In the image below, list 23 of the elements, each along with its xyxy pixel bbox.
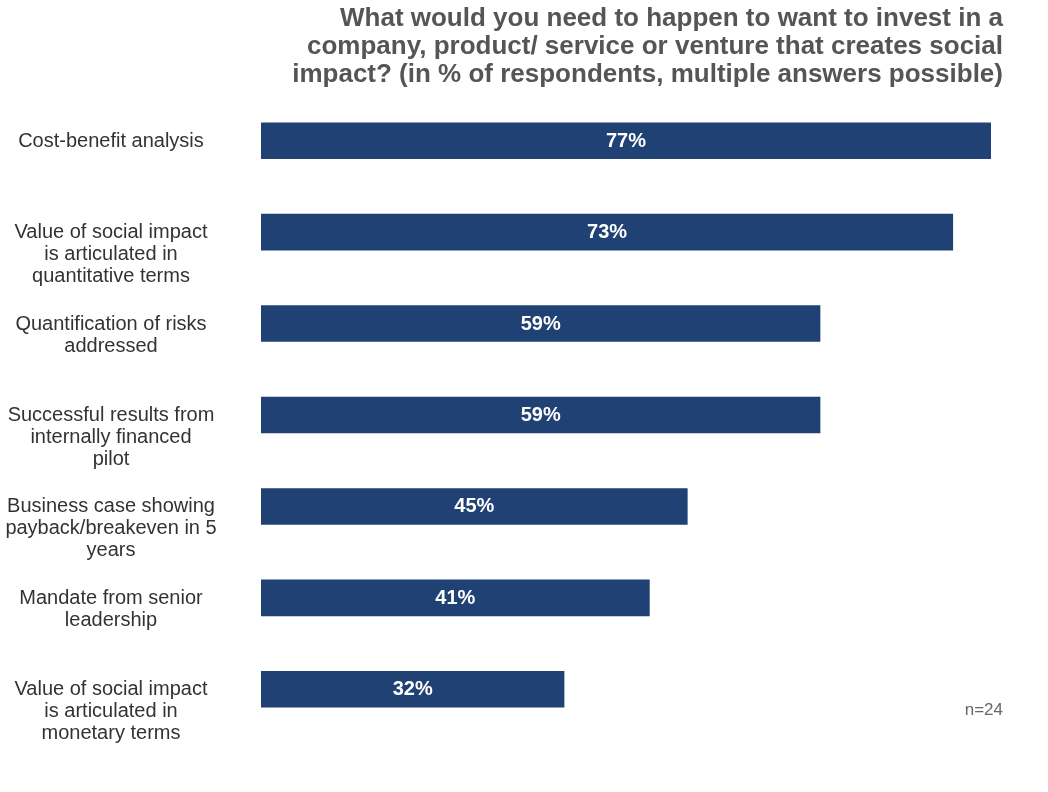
data-label: 32% [392, 677, 433, 700]
y-tick-label: Value of social impact is articulated in monetary terms [14, 677, 208, 744]
data-label: 73% [587, 220, 628, 243]
bar [261, 122, 991, 159]
y-tick-label: Quantification of risks addressed [15, 311, 207, 356]
y-tick-label: Successful results from internally financed pilot [7, 403, 215, 469]
y-tick-label: Cost-benefit analysis [18, 128, 204, 151]
bar [261, 671, 565, 708]
data-label: 77% [605, 128, 647, 151]
data-label: 41% [435, 585, 476, 608]
data-label: 59% [520, 311, 561, 334]
bar [261, 213, 954, 251]
bar [261, 579, 650, 617]
y-tick-label: Business case showing payback/breakeven in 5 years [5, 494, 217, 561]
bar [261, 396, 821, 434]
chart-title: What would you need to happen to want to invest in a company, product/ service or venture that creates social impact? (in % of respondents, multiple answers possible) [292, 2, 1004, 88]
bar [261, 488, 688, 525]
bar [261, 305, 821, 342]
y-tick-label: Value of social impact is articulated in quantitative terms [14, 220, 208, 287]
data-label: 45% [454, 494, 495, 517]
data-label: 59% [520, 403, 561, 425]
y-tick-label: Mandate from senior leadership [19, 585, 204, 630]
annotation: n=24 [964, 700, 1003, 719]
